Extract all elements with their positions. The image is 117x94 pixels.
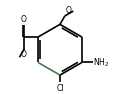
Text: NH$_2$: NH$_2$ — [93, 56, 109, 69]
Text: Cl: Cl — [56, 84, 64, 93]
Text: O: O — [21, 15, 27, 24]
Text: O: O — [65, 6, 71, 15]
Text: O: O — [21, 50, 27, 59]
